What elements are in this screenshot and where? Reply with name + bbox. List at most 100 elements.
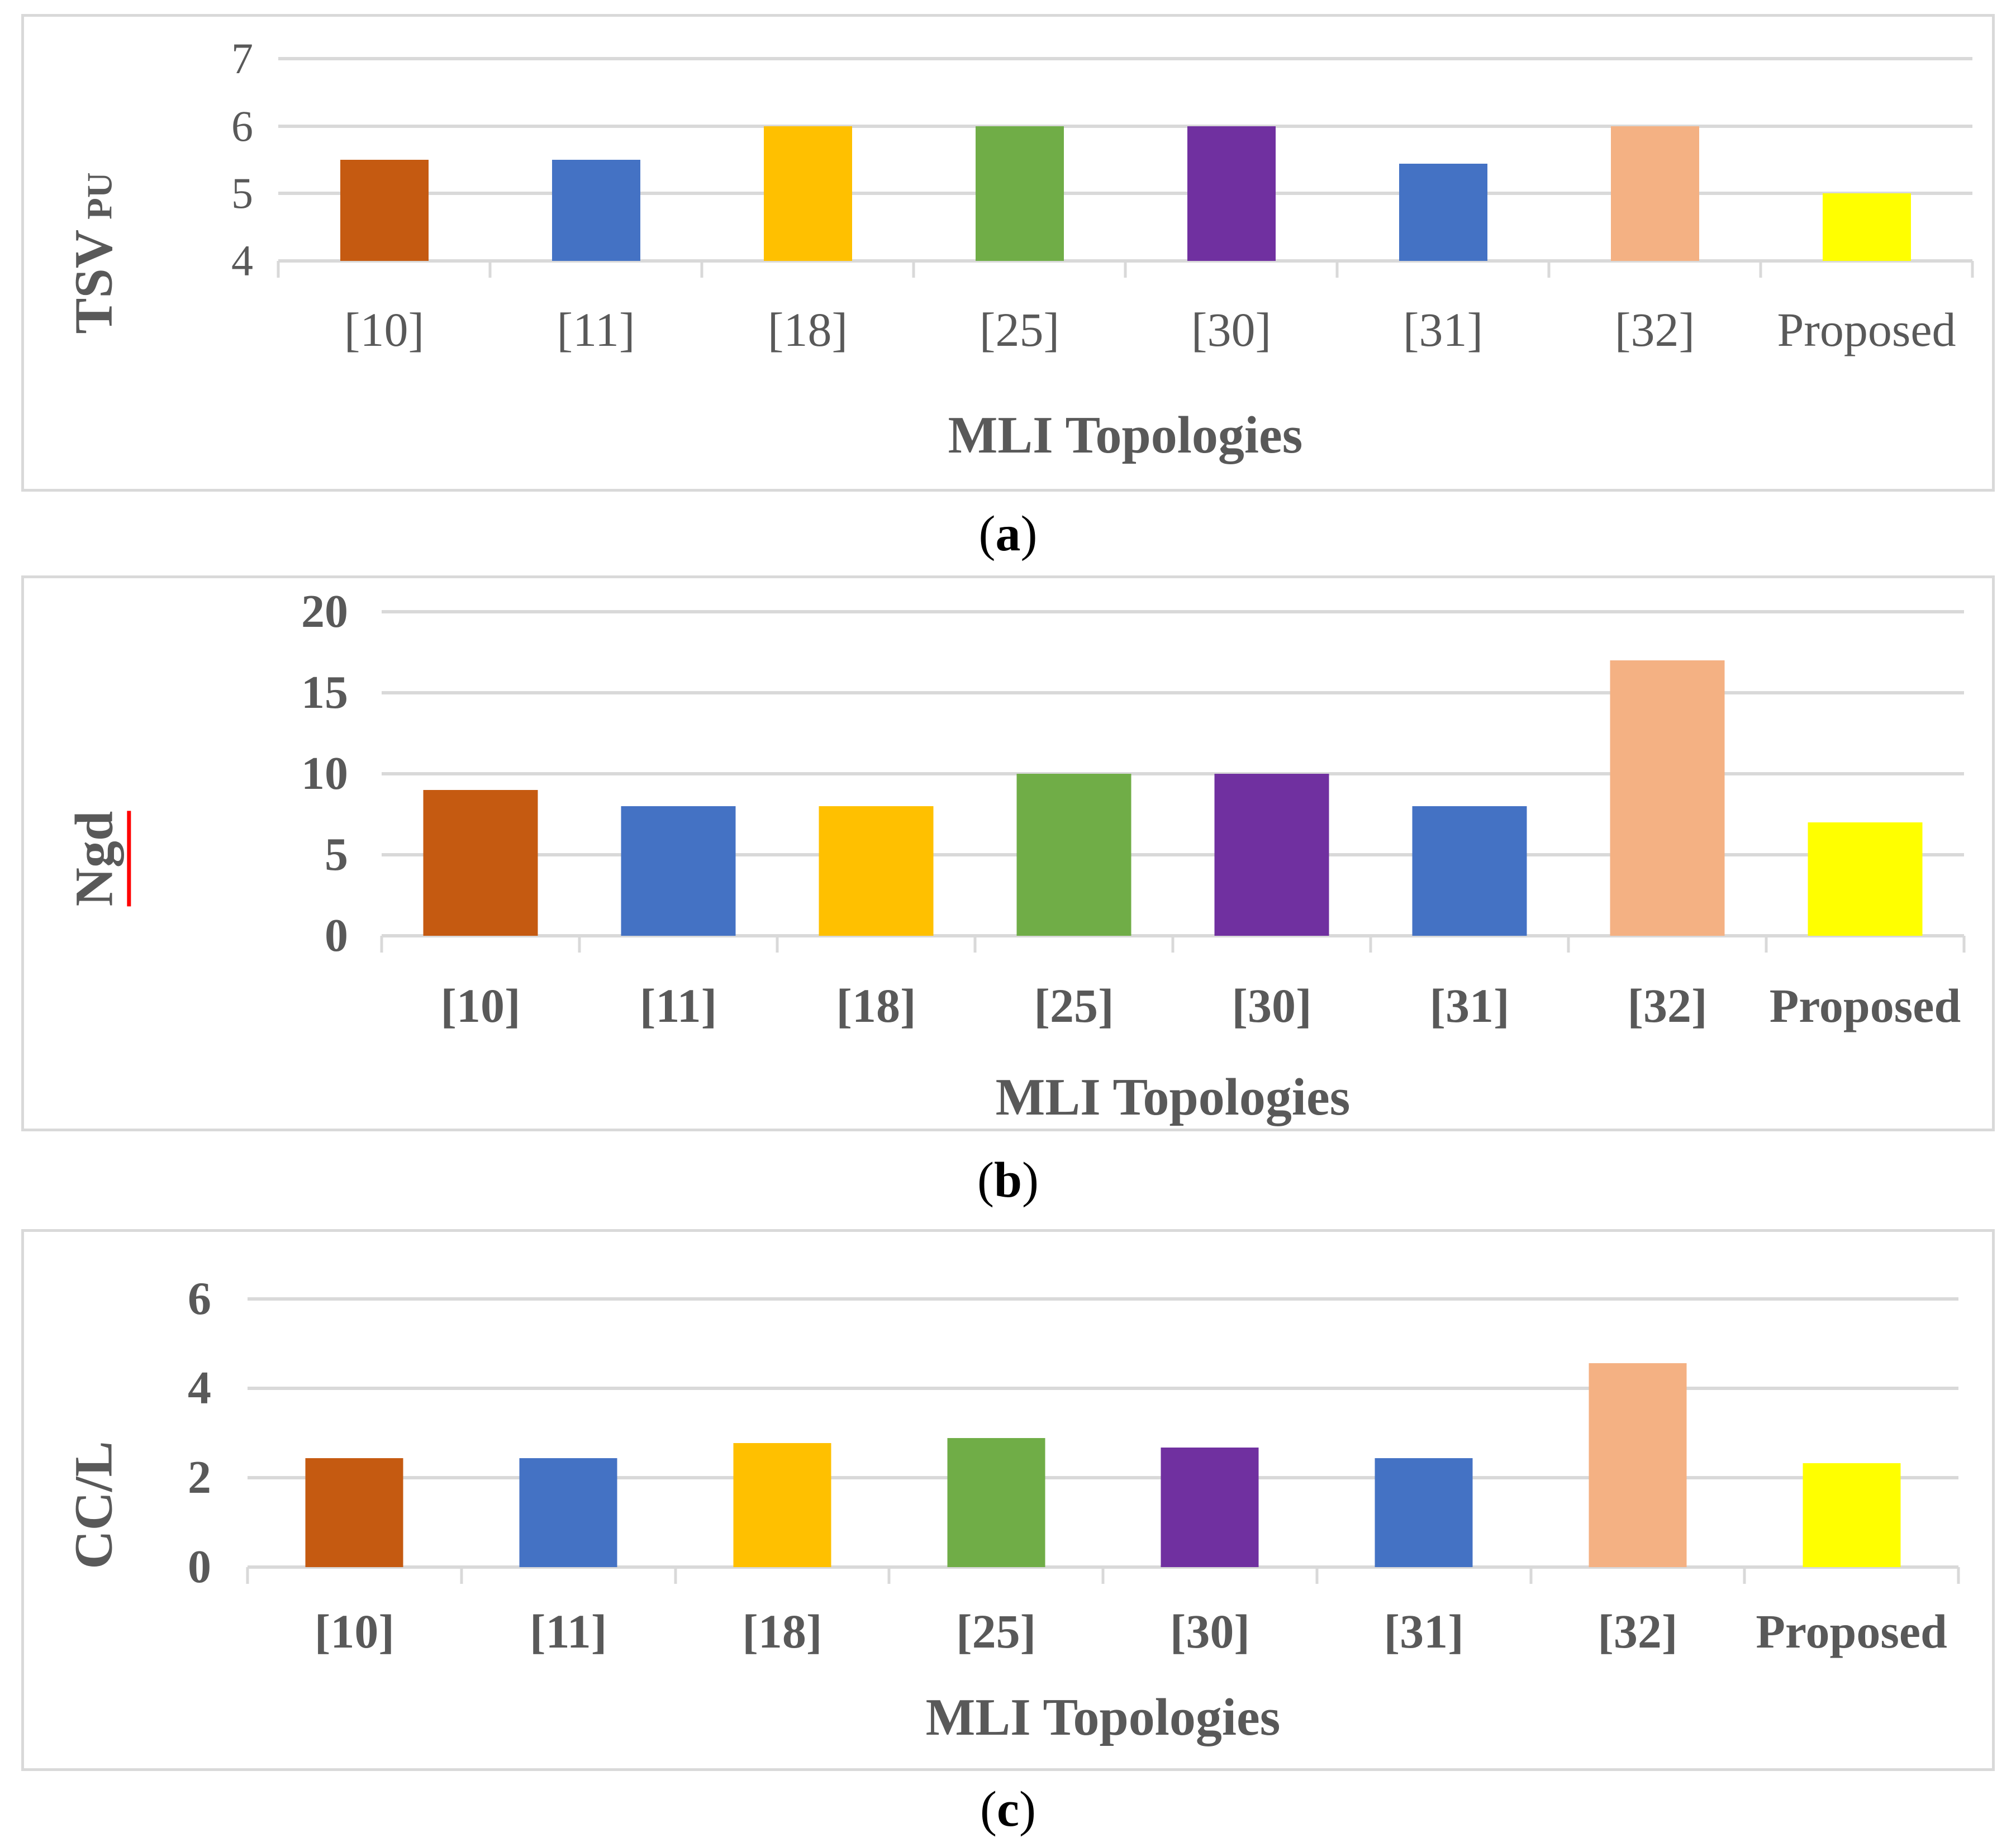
y-tick-label: 6 (231, 101, 253, 150)
caption-letter: b (993, 1153, 1023, 1208)
x-axis-title: MLI Topologies (995, 1068, 1351, 1126)
axis-tick (1567, 936, 1570, 953)
bar-[10] (340, 160, 429, 261)
y-tick-label: 4 (188, 1362, 211, 1415)
axis-tick (246, 1567, 249, 1584)
x-axis-labels: [10] [11] [18] [25] [30] [31] [32] Proposed (248, 1595, 1958, 1668)
y-tick-label: 10 (301, 748, 348, 799)
caption-open-paren: ( (977, 1153, 994, 1208)
x-category-label: [10] (440, 979, 521, 1032)
axis-tick (1124, 261, 1127, 278)
axis-tick (1971, 261, 1974, 278)
x-axis-title: MLI Topologies (925, 1688, 1281, 1746)
bar-Proposed (1808, 822, 1923, 936)
gridline (382, 691, 1964, 694)
caption-close-paren: ) (1020, 506, 1038, 561)
axis-tick (578, 936, 581, 953)
x-category-label: [32] (1597, 1605, 1678, 1658)
plot-area (246, 1297, 1960, 1584)
gridline (382, 853, 1964, 856)
x-category-label: [10] (344, 303, 425, 356)
bar-[32] (1610, 660, 1725, 936)
axis-tick (1369, 936, 1372, 953)
caption-letter: a (995, 506, 1021, 561)
x-category-label: [18] (836, 979, 916, 1032)
x-axis-labels: [10] [11] [18] [25] [30] [31] [32] Proposed (278, 293, 1972, 366)
y-tick-label: 15 (301, 667, 348, 718)
axis-tick (700, 261, 703, 278)
caption-close-paren: ) (1022, 1153, 1039, 1208)
y-axis-labels: 4 5 6 7 (24, 37, 278, 283)
x-axis-labels: [10] [11] [18] [25] [30] [31] [32] Proposed (382, 969, 1964, 1042)
x-category-label: [32] (1627, 979, 1708, 1032)
bar-[31] (1375, 1458, 1473, 1567)
bar-[11] (621, 806, 736, 936)
axis-tick (1315, 1567, 1319, 1584)
axis-tick (380, 936, 383, 953)
x-category-label: [30] (1169, 1605, 1251, 1658)
x-category-label: [31] (1429, 979, 1510, 1032)
caption-open-paren: ( (980, 1781, 997, 1837)
x-category-label: [11] (557, 303, 635, 356)
axis-tick (1765, 936, 1768, 953)
y-axis-labels: 0 2 4 6 (24, 1275, 248, 1591)
axis-tick (1957, 1567, 1960, 1584)
bar-[30] (1161, 1448, 1259, 1567)
bar-[31] (1412, 806, 1527, 936)
axis-tick (488, 261, 492, 278)
axis-tick (776, 936, 779, 953)
bar-Proposed (1803, 1463, 1901, 1567)
bar-[32] (1610, 126, 1699, 261)
gridline (382, 610, 1964, 613)
gridline (248, 1387, 1958, 1391)
x-category-label: [25] (979, 303, 1060, 356)
y-tick-label: 5 (325, 829, 348, 880)
gridline (248, 1476, 1958, 1480)
axis-tick (1171, 936, 1175, 953)
axis-tick (1759, 261, 1762, 278)
bar-[25] (1016, 774, 1131, 936)
plot-area (277, 57, 1974, 278)
caption-c: (c) (0, 1771, 2016, 1847)
axis-tick (1335, 261, 1339, 278)
caption-a: (a) (0, 492, 2016, 575)
y-tick-label: 4 (231, 236, 253, 285)
y-tick-label: 7 (231, 34, 253, 83)
x-category-label: [30] (1191, 303, 1272, 356)
axis-tick (912, 261, 915, 278)
y-tick-label: 20 (301, 585, 348, 637)
chart-panel-b: Ngd 0 5 10 15 20 [10] [11] [18] [25] [30] [31] [32… (21, 575, 1995, 1131)
axis-tick (1529, 1567, 1532, 1584)
bar-[18] (733, 1443, 831, 1567)
bar-Proposed (1822, 193, 1911, 261)
bar-[30] (1214, 774, 1329, 936)
bar-[31] (1399, 164, 1487, 261)
x-axis-title: MLI Topologies (948, 406, 1303, 464)
bar-[30] (1187, 126, 1276, 261)
x-category-label: [31] (1383, 1605, 1464, 1658)
axis-tick (887, 1567, 891, 1584)
y-axis-labels: 0 5 10 15 20 (24, 588, 382, 959)
caption-close-paren: ) (1019, 1781, 1036, 1837)
axis-tick (1743, 1567, 1746, 1584)
x-category-label: Proposed (1777, 303, 1956, 356)
bar-[11] (519, 1458, 617, 1567)
x-category-label: [32] (1614, 303, 1695, 356)
x-category-label: [25] (955, 1605, 1036, 1658)
x-category-label: Proposed (1769, 979, 1961, 1032)
gridline (278, 124, 1972, 128)
y-tick-label: 6 (188, 1273, 211, 1325)
axis-tick (674, 1567, 677, 1584)
x-category-label: [18] (742, 1605, 822, 1658)
bar-[10] (423, 790, 538, 936)
caption-letter: c (997, 1781, 1019, 1837)
plot-area (380, 610, 1966, 953)
x-category-label: [10] (314, 1605, 395, 1658)
x-category-label: Proposed (1756, 1605, 1947, 1658)
gridline (248, 1297, 1958, 1301)
y-tick-label: 2 (188, 1451, 211, 1504)
y-tick-label: 0 (188, 1541, 211, 1593)
x-category-label: [31] (1402, 303, 1484, 356)
